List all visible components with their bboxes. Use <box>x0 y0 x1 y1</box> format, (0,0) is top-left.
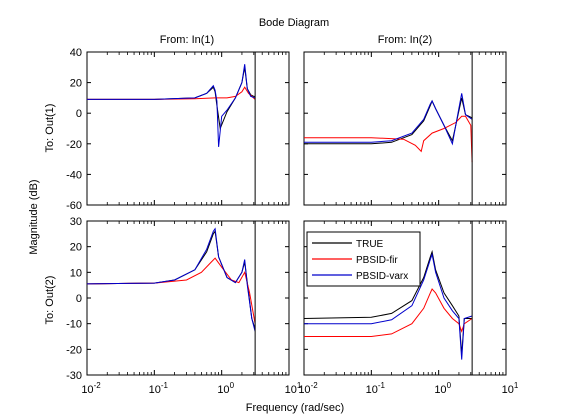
col-title-in1: From: In(1) <box>160 34 214 46</box>
series-line-pbsid-fir <box>304 115 473 163</box>
series-line-true <box>304 97 473 145</box>
x-axis-label: Frequency (rad/sec) <box>246 402 344 414</box>
y-tick-label: -10 <box>66 319 82 331</box>
subplot-out1-in2 <box>303 51 507 206</box>
row-title-out1: To: Out(1) <box>44 104 56 153</box>
legend-label-true: TRUE <box>356 239 384 250</box>
chart-title: Bode Diagram <box>259 17 329 29</box>
x-tick-label: 101 <box>502 381 519 396</box>
y-tick-label: 0 <box>76 293 82 305</box>
row-title-out2: To: Out(2) <box>44 276 56 325</box>
x-tick-label: 10-1 <box>366 381 386 396</box>
series-line-pbsid-fir <box>304 288 473 337</box>
y-tick-label: 20 <box>70 78 82 90</box>
y-tick-label: -20 <box>66 344 82 356</box>
legend-label-fir: PBSID-fir <box>356 255 398 266</box>
y-tick-label: 10 <box>70 267 82 279</box>
axes-frame <box>86 220 290 376</box>
x-tick-label: 10-2 <box>81 381 101 396</box>
legend-label-varx: PBSID-varx <box>356 271 408 282</box>
x-tick-label: 101 <box>285 381 302 396</box>
x-tick-label: 100 <box>434 381 451 396</box>
y-tick-label: -20 <box>66 139 82 151</box>
y-tick-label: 20 <box>70 242 82 254</box>
col-title-in2: From: In(2) <box>378 34 432 46</box>
x-tick-label: 10-1 <box>149 381 169 396</box>
y-tick-label: -60 <box>66 200 82 212</box>
series-line-pbsid-varx <box>87 227 256 332</box>
axes-frame <box>86 51 290 206</box>
x-tick-label: 100 <box>217 381 234 396</box>
series-line-pbsid-varx <box>87 64 256 147</box>
y-tick-label: -30 <box>66 370 82 382</box>
axes-frame <box>303 51 507 206</box>
subplot-out2-in2: 10-2 10-1 100 101 <box>298 220 519 396</box>
series-line-pbsid-fir <box>87 257 256 324</box>
x-tick-label: 10-2 <box>298 381 318 396</box>
y-tick-label: 0 <box>76 108 82 120</box>
y-tick-label: 40 <box>70 47 82 59</box>
legend: TRUE PBSID-fir PBSID-varx <box>306 231 421 287</box>
y-tick-label: -40 <box>66 169 82 181</box>
series-line-pbsid-varx <box>304 252 473 360</box>
series-line-true <box>87 67 256 131</box>
series-line-pbsid-fir <box>87 86 256 100</box>
y-axis-label: Magnitude (dB) <box>28 179 40 254</box>
subplot-out1-in1: -60 -40 -20 0 20 40 <box>66 47 290 212</box>
series-line-pbsid-varx <box>304 93 473 146</box>
y-tick-label: 30 <box>70 216 82 228</box>
subplot-out2-in1: 10-2 10-1 100 101 -30 -20 -10 0 10 20 30 <box>66 216 302 396</box>
